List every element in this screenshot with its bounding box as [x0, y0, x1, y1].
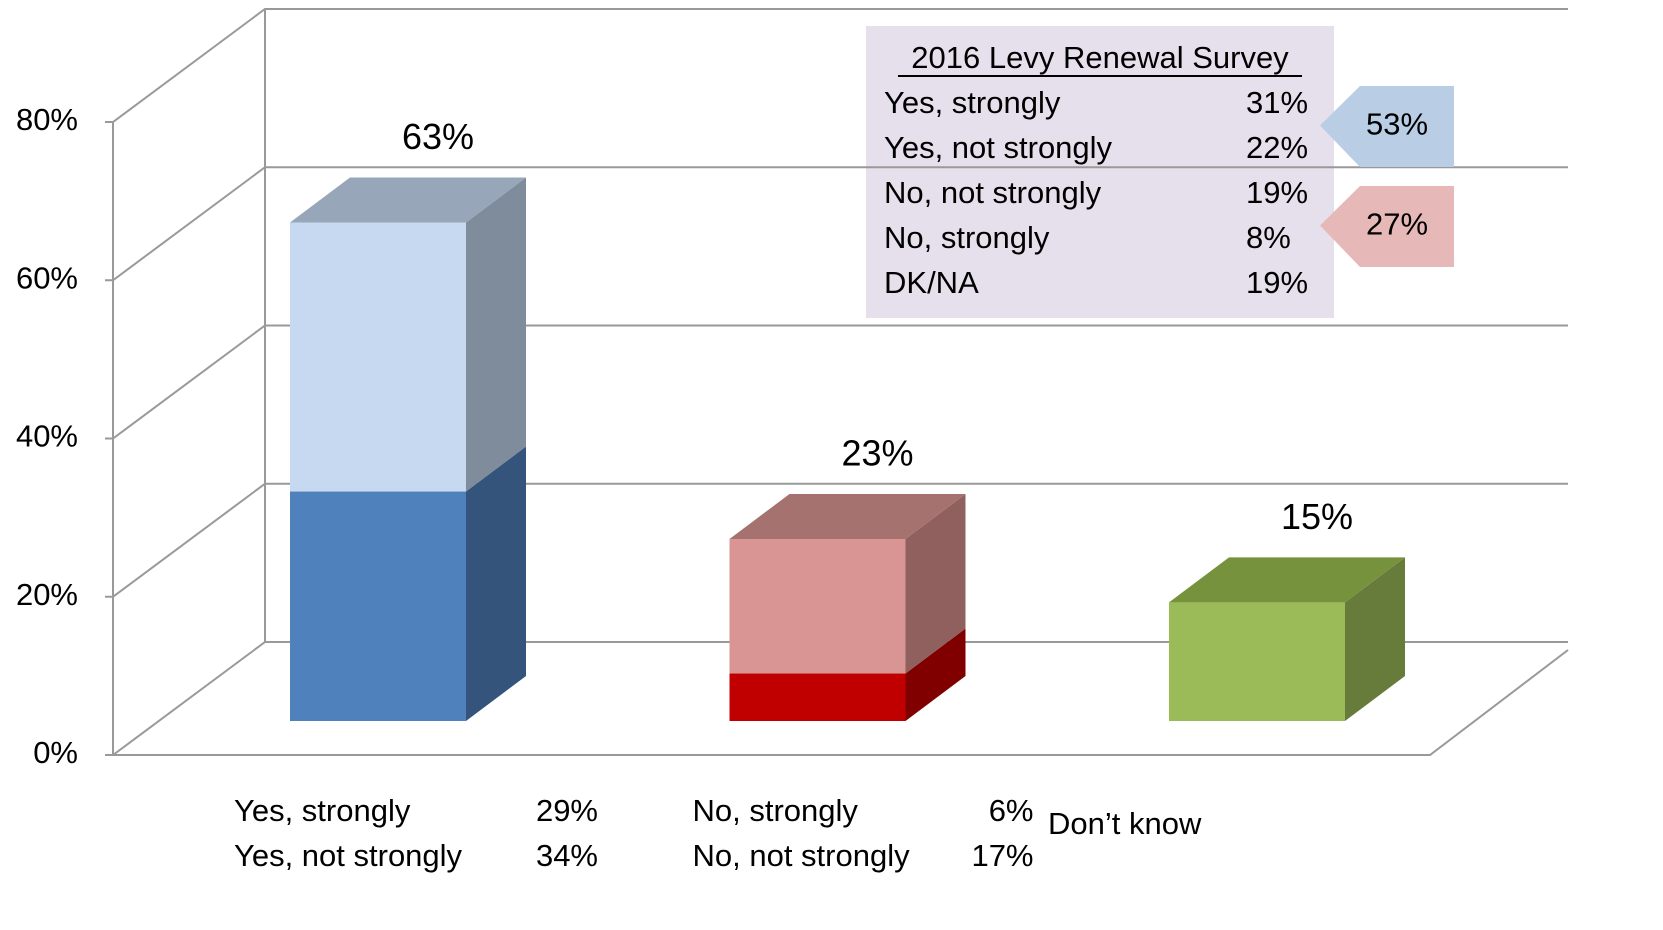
bar-side	[905, 494, 966, 674]
bar-front	[729, 673, 906, 721]
segment-value-label: 29%	[536, 793, 598, 828]
bar-side	[466, 446, 526, 721]
grid-line	[105, 482, 1568, 598]
y-tick-label: 60%	[16, 260, 78, 295]
inset-row-value: 19%	[1246, 175, 1308, 210]
floor-edge	[113, 649, 1569, 756]
total-label: 63%	[402, 116, 474, 157]
y-tick-label: 0%	[33, 735, 78, 770]
bar-front	[729, 539, 906, 674]
inset-row-label: Yes, strongly	[884, 85, 1061, 120]
inset-row-label: No, not strongly	[884, 175, 1102, 210]
bar-top	[1169, 557, 1405, 603]
y-tick-label: 40%	[16, 419, 78, 454]
bar-front	[290, 222, 466, 492]
bar-side	[905, 628, 966, 721]
callout-label: 27%	[1366, 207, 1428, 242]
inset-title: 2016 Levy Renewal Survey	[911, 40, 1289, 75]
segment-label: No, strongly	[693, 793, 859, 828]
y-tick-label: 80%	[16, 102, 78, 137]
bar-top	[729, 494, 966, 540]
segment-value-label: 6%	[989, 793, 1034, 828]
inset-row-label: Yes, not strongly	[884, 130, 1113, 165]
bar-top	[290, 177, 526, 223]
bar-side	[466, 177, 526, 492]
inset-row-label: No, strongly	[884, 220, 1050, 255]
bar-front	[1169, 602, 1345, 721]
grid-line	[105, 324, 1568, 440]
segment-label: Yes, strongly	[234, 793, 411, 828]
total-label: 15%	[1281, 496, 1353, 537]
total-label: 23%	[841, 433, 913, 474]
inset-box	[866, 26, 1334, 318]
callout-arrow	[1320, 86, 1454, 167]
callout-arrow	[1320, 186, 1454, 267]
grid-line	[105, 8, 1568, 123]
inset-row-label: DK/NA	[884, 265, 979, 300]
inset-row-value: 19%	[1246, 265, 1308, 300]
callout-label: 53%	[1366, 107, 1428, 142]
segment-label: Yes, not strongly	[234, 838, 463, 873]
segment-label: No, not strongly	[693, 838, 911, 873]
inset-row-value: 31%	[1246, 85, 1308, 120]
inset-row-value: 22%	[1246, 130, 1308, 165]
bar-front	[290, 491, 466, 721]
segment-value-label: 17%	[971, 838, 1033, 873]
grid-line	[105, 166, 1568, 282]
inset-row-value: 8%	[1246, 220, 1291, 255]
y-tick-label: 20%	[16, 577, 78, 612]
segment-value-label: 34%	[536, 838, 598, 873]
bar-side	[1345, 557, 1405, 721]
segment-label: Don’t know	[1048, 806, 1202, 841]
